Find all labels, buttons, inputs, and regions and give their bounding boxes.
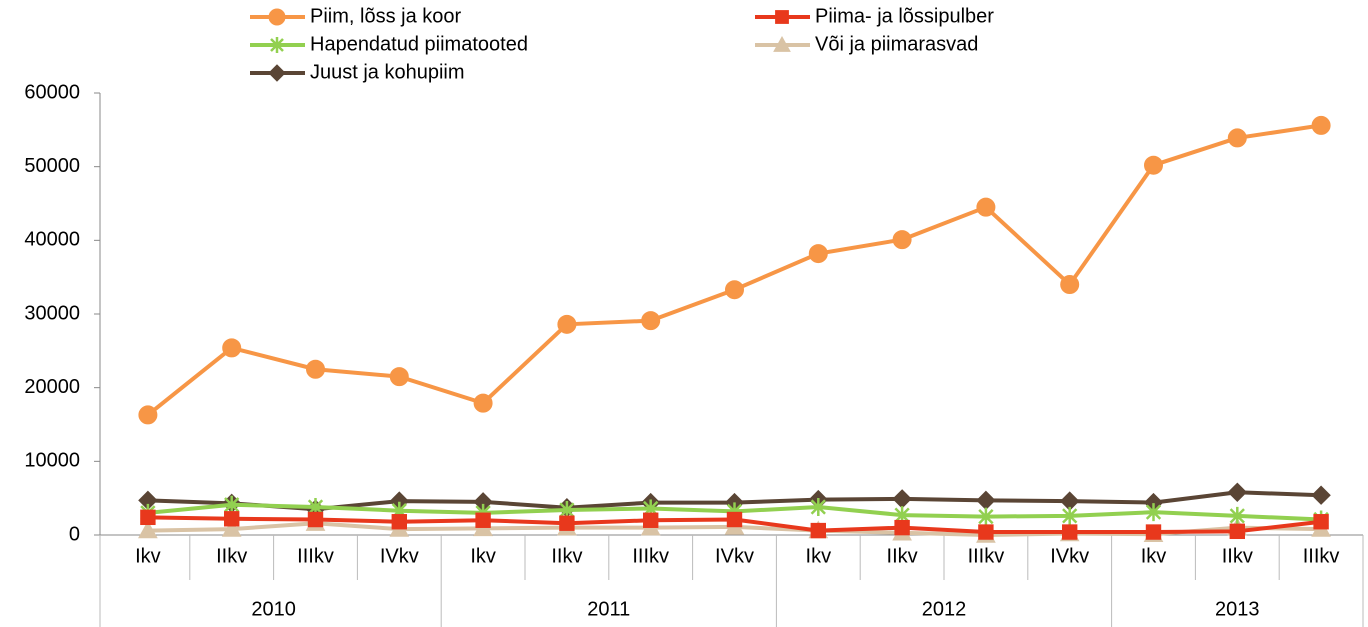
x-tick-label: IIIkv <box>297 545 334 567</box>
legend-marker <box>270 37 284 53</box>
marker <box>976 490 996 511</box>
marker <box>224 495 240 514</box>
group-label: 2010 <box>251 598 296 620</box>
marker <box>473 393 493 413</box>
marker <box>726 511 743 528</box>
legend-label: Piima- ja lõssipulber <box>815 5 994 27</box>
x-tick-label: IIkv <box>551 545 582 567</box>
group-label: 2013 <box>1215 598 1260 620</box>
marker <box>810 522 826 539</box>
marker <box>892 230 912 250</box>
legend-marker <box>268 8 286 26</box>
legend: Piim, lõss ja koor Piima- ja lõssipulber H… <box>250 5 994 83</box>
legend-label: Hapendatud piimatooted <box>310 33 528 55</box>
legend-label: Või ja piimarasvad <box>815 33 978 55</box>
marker <box>641 311 661 331</box>
marker <box>140 509 156 526</box>
marker <box>221 519 242 537</box>
marker <box>810 498 826 517</box>
marker <box>1311 115 1331 135</box>
x-tick-label: IIIkv <box>632 545 669 567</box>
x-tick-label: Ikv <box>470 545 496 567</box>
x-tick-label: IVkv <box>715 545 754 567</box>
marker <box>1311 485 1331 505</box>
x-tick-label: IIIkv <box>1303 545 1340 567</box>
marker <box>976 197 996 217</box>
group-label: 2012 <box>922 598 967 620</box>
y-tick-label: 20000 <box>24 376 80 398</box>
x-tick-label: Ikv <box>1141 545 1167 567</box>
marker <box>389 367 409 387</box>
marker <box>1062 524 1078 540</box>
x-tick-label: IIkv <box>216 545 247 567</box>
y-tick-label: 60000 <box>24 81 80 103</box>
marker <box>894 519 910 536</box>
marker <box>808 244 828 264</box>
series <box>140 509 1329 540</box>
marker <box>559 515 575 531</box>
marker <box>391 514 408 530</box>
marker <box>1144 155 1163 175</box>
marker <box>1227 128 1247 148</box>
marker <box>892 489 912 509</box>
x-tick-label: Ikv <box>806 545 832 567</box>
marker <box>222 338 242 358</box>
legend-label: Juust ja kohupiim <box>310 61 465 83</box>
marker <box>978 507 994 526</box>
marker <box>475 512 491 528</box>
marker <box>557 314 577 334</box>
marker <box>1062 506 1078 525</box>
marker <box>643 512 659 528</box>
marker <box>978 524 994 540</box>
legend-item: Või ja piimarasvad <box>755 33 978 55</box>
legend-item: Juust ja kohupiim <box>250 61 465 83</box>
y-tick-label: 40000 <box>24 229 80 251</box>
marker <box>138 405 158 425</box>
y-tick-label: 50000 <box>24 155 80 177</box>
legend-marker <box>775 10 789 24</box>
marker <box>307 511 324 528</box>
legend-item: Piima- ja lõssipulber <box>755 5 994 27</box>
y-tick-label: 10000 <box>24 450 80 472</box>
x-tick-label: IIIkv <box>968 545 1005 567</box>
x-tick-label: IIkv <box>887 545 918 567</box>
x-tick-label: Ikv <box>135 545 161 567</box>
legend-marker <box>268 64 286 82</box>
marker <box>1145 524 1162 540</box>
marker <box>1060 275 1080 295</box>
marker <box>138 520 158 539</box>
marker <box>1145 503 1162 522</box>
group-label: 2011 <box>587 598 630 620</box>
marker <box>1229 506 1245 525</box>
series <box>138 115 1331 425</box>
legend-item: Hapendatud piimatooted <box>250 33 528 55</box>
marker <box>1313 514 1329 530</box>
x-tick-label: IIkv <box>1222 545 1253 567</box>
x-tick-label: IVkv <box>1050 545 1089 567</box>
y-tick-label: 30000 <box>24 302 80 324</box>
marker <box>224 511 240 527</box>
x-tick-label: IVkv <box>380 545 419 567</box>
legend-item: Piim, lõss ja koor <box>250 5 461 27</box>
marker <box>1229 523 1245 540</box>
marker <box>306 359 325 379</box>
y-tick-label: 0 <box>69 523 80 545</box>
marker <box>1227 482 1248 502</box>
marker <box>725 280 744 300</box>
legend-marker <box>773 35 791 52</box>
legend-label: Piim, lõss ja koor <box>310 5 461 27</box>
